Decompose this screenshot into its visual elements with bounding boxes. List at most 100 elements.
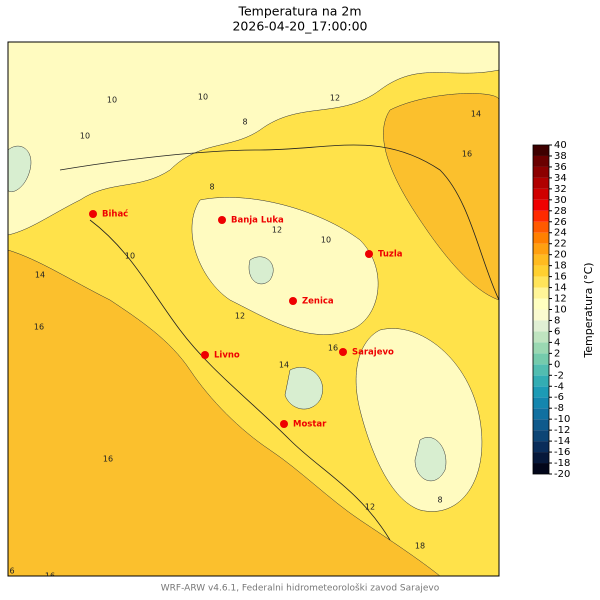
colorbar-segment	[533, 265, 549, 277]
colorbar-tick-label: 24	[554, 228, 567, 239]
contour-label: 10	[80, 132, 90, 141]
contour-label: 8	[242, 118, 247, 127]
city-marker	[289, 297, 297, 305]
colorbar-segment	[533, 232, 549, 244]
city-marker	[218, 216, 226, 224]
colorbar-segment	[533, 254, 549, 266]
contour-label: 10	[198, 93, 208, 102]
contour-label: 12	[365, 503, 375, 512]
colorbar-segment	[533, 386, 549, 398]
colorbar-tick-label: 8	[554, 315, 560, 326]
colorbar-segment	[533, 221, 549, 233]
contour-label: 14	[35, 271, 45, 280]
contour-label: 16	[328, 344, 338, 353]
colorbar-segment	[533, 364, 549, 376]
contour-label: 10	[321, 236, 331, 245]
city-marker	[201, 351, 209, 359]
city-label: Sarajevo	[352, 348, 394, 358]
contour-label: 8	[437, 496, 442, 505]
colorbar-tick-label: -12	[554, 425, 570, 436]
colorbar-tick-label: 38	[554, 151, 567, 162]
city-label: Zenica	[302, 297, 334, 307]
colorbar-tick-label: -8	[554, 403, 564, 414]
colorbar-segment	[533, 463, 549, 474]
colorbar-tick-label: 30	[554, 195, 567, 206]
colorbar-tick-label: 36	[554, 162, 567, 173]
contour-label: 16	[45, 572, 55, 581]
colorbar-segment	[533, 276, 549, 288]
colorbar-tick-label: -14	[554, 436, 570, 447]
colorbar-segment	[533, 155, 549, 167]
colorbar-label: Temperatura (°C)	[582, 262, 595, 358]
colorbar-segment	[533, 320, 549, 332]
contour-label: 12	[330, 94, 340, 103]
colorbar-segment	[533, 210, 549, 222]
title: Temperatura na 2m	[237, 4, 361, 19]
colorbar-tick-label: 10	[554, 305, 567, 316]
colorbar-tick-label: 32	[554, 184, 567, 195]
colorbar-segment	[533, 441, 549, 453]
colorbar-segment	[533, 375, 549, 387]
colorbar-segment	[533, 331, 549, 343]
contour-label: 12	[235, 312, 245, 321]
colorbar-segment	[533, 419, 549, 431]
colorbar-tick-label: 6	[554, 326, 560, 337]
colorbar-tick-label: -6	[554, 392, 564, 403]
field-cool	[8, 42, 499, 236]
city-label: Mostar	[293, 420, 327, 430]
colorbar-tick-label: 40	[554, 140, 567, 151]
field-warm	[383, 93, 499, 301]
border	[59, 144, 499, 541]
field-cool	[355, 328, 483, 512]
contour-label: 14	[279, 361, 289, 370]
colorbar-segment	[533, 188, 549, 200]
colorbar-tick-label: 0	[554, 359, 560, 370]
colorbar-tick-label: -2	[554, 370, 564, 381]
field-warm	[8, 249, 441, 576]
colorbar-tick-label: 18	[554, 261, 567, 272]
map	[8, 42, 499, 576]
colorbar-tick-label: 22	[554, 239, 567, 250]
colorbar-segment	[533, 353, 549, 365]
contour-label: 6	[9, 567, 14, 576]
subtitle: 2026-04-20_17:00:00	[232, 19, 367, 34]
contour-label: 16	[34, 323, 44, 332]
city-marker	[280, 420, 288, 428]
colorbar-tick-label: -18	[554, 458, 570, 469]
colorbar-tick-label: -10	[554, 414, 570, 425]
contour-label: 18	[415, 542, 425, 551]
contour-label: 10	[125, 252, 135, 261]
contour-label: 10	[107, 96, 117, 105]
colorbar-tick-label: 20	[554, 250, 567, 261]
colorbar-segment	[533, 298, 549, 310]
field-cool	[191, 197, 379, 335]
city-marker	[339, 348, 347, 356]
colorbar-tick-label: -20	[554, 469, 570, 480]
colorbar-segment	[533, 397, 549, 409]
colorbar-segment	[533, 243, 549, 255]
contour-label: 16	[103, 455, 113, 464]
colorbar-tick-label: -4	[554, 381, 564, 392]
contour-label: 14	[471, 110, 481, 119]
city-label: Livno	[214, 351, 240, 361]
colorbar-tick-label: 28	[554, 206, 567, 217]
city-marker	[89, 210, 97, 218]
city-label: Bihać	[102, 209, 128, 220]
city-marker	[365, 250, 373, 258]
colorbar-tick-label: 12	[554, 294, 567, 305]
contour-label: 12	[272, 226, 282, 235]
colorbar-segment	[533, 430, 549, 442]
colorbar-segment	[533, 199, 549, 211]
field-cold	[248, 256, 447, 481]
footer: WRF-ARW v4.6.1, Federalni hidrometeorolo…	[161, 583, 440, 594]
city-label: Banja Luka	[231, 216, 284, 226]
colorbar-tick-label: 14	[554, 283, 567, 294]
colorbar-tick-label: 26	[554, 217, 567, 228]
colorbar-tick-label: 34	[554, 173, 567, 184]
map-frame	[7, 41, 500, 577]
colorbar-segment	[533, 452, 549, 464]
contour-label: 8	[209, 183, 214, 192]
city-label: Tuzla	[378, 250, 403, 260]
colorbar-segment	[533, 309, 549, 321]
